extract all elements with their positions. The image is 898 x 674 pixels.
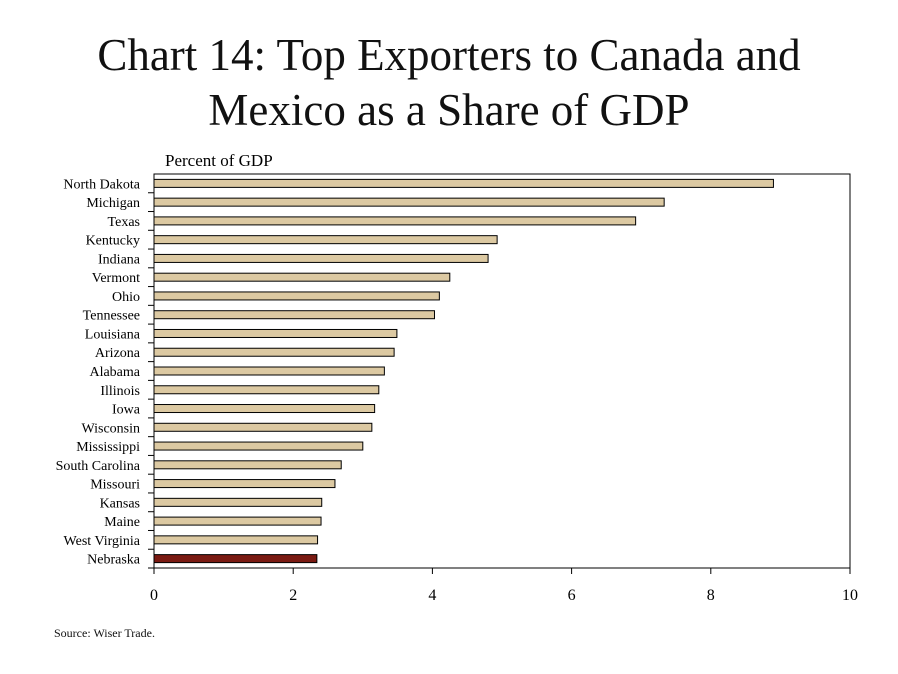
bar-tennessee bbox=[153, 310, 435, 320]
category-label: Kansas bbox=[100, 496, 140, 511]
category-label: Tennessee bbox=[83, 309, 140, 324]
source-note: Source: Wiser Trade. bbox=[54, 626, 155, 640]
bar-michigan bbox=[153, 197, 665, 207]
bar-texas bbox=[153, 216, 637, 226]
bar-iowa bbox=[153, 404, 376, 414]
x-tick-label: 10 bbox=[842, 587, 858, 604]
bar-vermont bbox=[153, 272, 451, 282]
chart-title-line-1: Chart 14: Top Exporters to Canada and bbox=[97, 30, 801, 80]
category-label: Wisconsin bbox=[81, 421, 140, 436]
category-label: Michigan bbox=[86, 196, 140, 211]
bar-south-carolina bbox=[153, 460, 342, 470]
category-label: West Virginia bbox=[64, 534, 141, 549]
bar-ohio bbox=[153, 291, 440, 301]
bar-indiana bbox=[153, 253, 489, 263]
category-label: Kentucky bbox=[86, 234, 140, 249]
category-label: Mississippi bbox=[76, 440, 140, 455]
bar-nebraska bbox=[153, 554, 318, 564]
category-label: Ohio bbox=[112, 290, 140, 305]
category-label: Iowa bbox=[112, 403, 141, 418]
unit-label: Percent of GDP bbox=[165, 151, 273, 170]
bar-arizona bbox=[153, 347, 395, 357]
category-label: Missouri bbox=[90, 478, 140, 493]
bar-kentucky bbox=[153, 235, 498, 245]
x-tick-label: 0 bbox=[150, 587, 158, 604]
x-tick-label: 4 bbox=[428, 587, 436, 604]
bar-alabama bbox=[153, 366, 385, 376]
bar-missouri bbox=[153, 479, 336, 489]
category-label: Louisiana bbox=[85, 327, 141, 342]
category-label: Illinois bbox=[100, 384, 140, 399]
category-label: Indiana bbox=[98, 252, 141, 267]
bar-illinois bbox=[153, 385, 380, 395]
category-label: North Dakota bbox=[63, 177, 140, 192]
category-label: Vermont bbox=[92, 271, 140, 286]
bar-west-virginia bbox=[153, 535, 319, 545]
bar-kansas bbox=[153, 497, 323, 507]
chart-title-line-2: Mexico as a Share of GDP bbox=[208, 85, 690, 135]
bar-wisconsin bbox=[153, 422, 373, 432]
bar-louisiana bbox=[153, 328, 398, 338]
category-label: Texas bbox=[108, 215, 140, 230]
x-tick-label: 6 bbox=[568, 587, 576, 604]
chart-title: Chart 14: Top Exporters to Canada and Me… bbox=[0, 28, 898, 138]
bar-mississippi bbox=[153, 441, 364, 451]
category-label: South Carolina bbox=[56, 459, 141, 474]
category-label: Nebraska bbox=[87, 553, 141, 568]
category-label: Maine bbox=[104, 515, 140, 530]
bar-maine bbox=[153, 516, 322, 526]
x-tick-label: 2 bbox=[289, 587, 297, 604]
category-label: Arizona bbox=[95, 346, 141, 361]
category-label: Alabama bbox=[89, 365, 140, 380]
x-tick-label: 8 bbox=[707, 587, 715, 604]
bar-north-dakota bbox=[153, 178, 774, 188]
